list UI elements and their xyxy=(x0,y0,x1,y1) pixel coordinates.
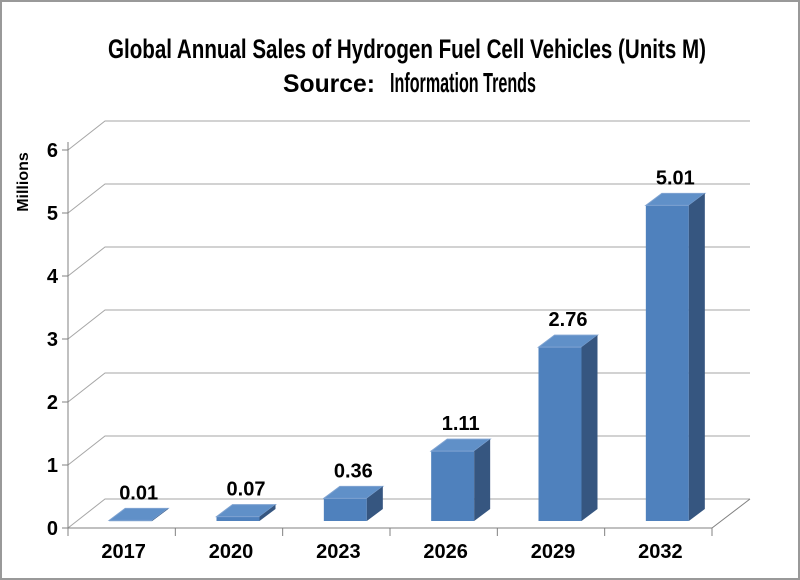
bar-2017 xyxy=(107,507,170,522)
bar-top-face xyxy=(644,192,707,206)
bar-value-label: 0.07 xyxy=(227,479,266,501)
bar-front-face xyxy=(216,516,260,521)
bar-top-face xyxy=(322,485,385,499)
bar-value-label: 2.76 xyxy=(549,309,588,331)
bar-value-label: 5.01 xyxy=(656,167,695,189)
gridline-2 xyxy=(67,372,750,403)
bar-side-face xyxy=(688,193,705,521)
gridline-4 xyxy=(67,246,750,277)
gridline-0 xyxy=(67,498,750,529)
y-axis-title: Millions xyxy=(15,152,32,212)
y-tick-label: 4 xyxy=(47,266,59,288)
y-tick-label: 2 xyxy=(47,392,58,414)
bar-2026 xyxy=(429,438,492,521)
x-tick-label: 2026 xyxy=(423,541,468,563)
bar-front-face xyxy=(538,347,582,521)
bar-value-label: 0.36 xyxy=(334,460,373,482)
x-tick-label: 2020 xyxy=(209,541,254,563)
gridline-1 xyxy=(67,435,750,466)
gridline-3 xyxy=(67,309,750,340)
bar-value-label: 0.01 xyxy=(119,482,158,504)
y-tick-label: 0 xyxy=(47,518,58,540)
bar-front-face xyxy=(323,498,367,521)
bar-value-label: 1.11 xyxy=(442,413,480,435)
bar-side-face xyxy=(152,508,169,521)
y-tick-label: 1 xyxy=(47,455,58,477)
bar-side-face xyxy=(474,439,491,521)
bar-front-face xyxy=(645,205,689,521)
x-tick-label: 2023 xyxy=(316,541,361,563)
y-tick-label: 5 xyxy=(47,203,58,225)
bar-2023 xyxy=(322,485,385,521)
y-tick-label: 6 xyxy=(47,140,58,162)
bar-2029 xyxy=(537,334,599,521)
chart-source-prefix: Source: xyxy=(283,70,375,98)
y-tick-label: 3 xyxy=(47,329,58,351)
bar-2020 xyxy=(215,504,277,521)
gridline-6 xyxy=(67,120,750,151)
bar-side-face xyxy=(366,486,383,521)
bar-top-face xyxy=(107,507,170,521)
bar-top-face xyxy=(429,438,492,452)
bar-side-face xyxy=(581,335,598,521)
bar-side-face xyxy=(259,504,276,521)
gridline-5 xyxy=(67,183,750,214)
x-tick-label: 2032 xyxy=(638,541,683,563)
x-tick-label: 2017 xyxy=(101,541,146,563)
bar-front-face xyxy=(431,451,475,521)
x-tick-label: 2029 xyxy=(531,541,576,563)
chart-title: Global Annual Sales of Hydrogen Fuel Cel… xyxy=(108,34,706,64)
chart-source-name: Information Trends xyxy=(390,67,536,98)
bar-2032 xyxy=(644,192,707,521)
